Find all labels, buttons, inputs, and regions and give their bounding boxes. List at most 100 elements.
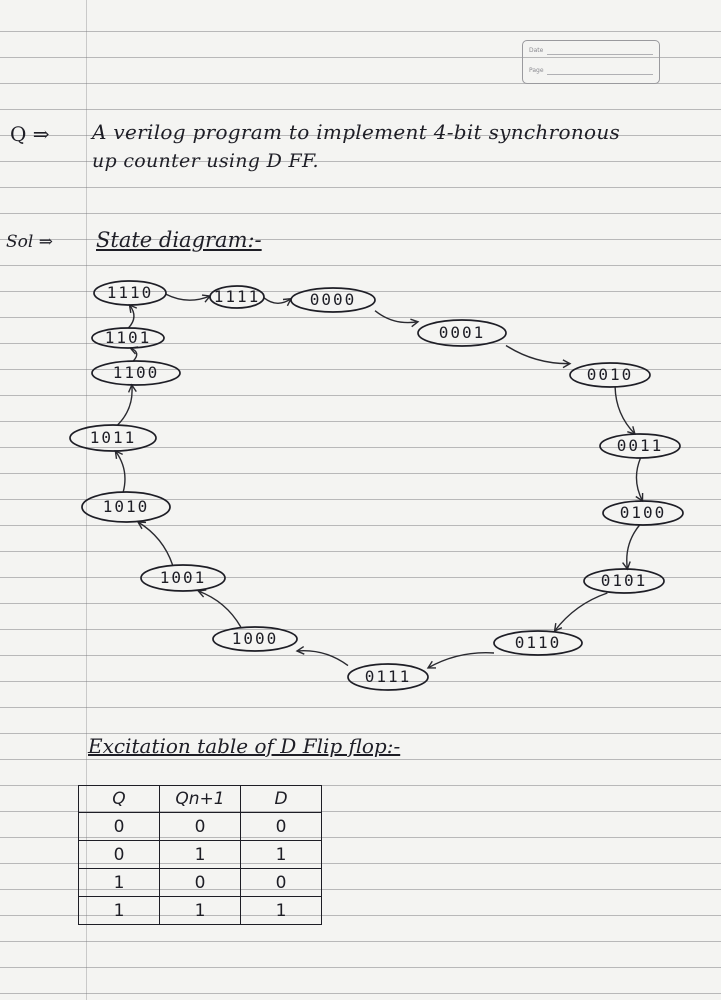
state-node-1001: 1001 (140, 564, 226, 592)
cell-d: 0 (240, 868, 322, 897)
state-node-1101: 1101 (91, 327, 165, 349)
transition-arrow (137, 521, 174, 566)
state-ellipse (91, 360, 181, 386)
state-nodes: 0000 0001 0010 0011 0100 0101 0110 0111 1000 1001… (69, 280, 684, 691)
state-label: 1001 (160, 568, 207, 587)
state-ellipse (81, 491, 171, 523)
state-label: 0100 (620, 503, 667, 522)
state-ellipse (583, 568, 665, 594)
state-label: 1111 (214, 287, 261, 306)
cell-d: 1 (240, 840, 322, 869)
cell-q: 0 (78, 840, 160, 869)
transition-arrow (165, 293, 211, 301)
cell-d: 1 (240, 896, 322, 925)
state-node-0110: 0110 (493, 630, 583, 656)
state-ellipse (569, 362, 651, 388)
state-label: 1100 (113, 363, 160, 382)
state-node-1100: 1100 (91, 360, 181, 386)
page-label: Page (529, 67, 544, 74)
state-node-0001: 0001 (417, 319, 507, 347)
state-node-1110: 1110 (93, 280, 167, 306)
state-ellipse (493, 630, 583, 656)
transition-arrow (374, 310, 419, 324)
transition-arrow (114, 450, 126, 493)
state-node-1111: 1111 (209, 285, 265, 309)
cell-q: 1 (78, 868, 160, 897)
state-label: 0001 (439, 323, 486, 342)
header-q: Q (78, 785, 160, 813)
state-label: 1000 (232, 629, 279, 648)
excitation-table: Q Qn+1 D 0 0 0 0 1 1 1 0 0 1 1 (78, 785, 322, 925)
cell-q: 1 (78, 896, 160, 925)
state-node-0101: 0101 (583, 568, 665, 594)
transition-arrow (554, 592, 608, 632)
transition-arrow (614, 386, 636, 435)
cell-qn1: 1 (159, 840, 241, 869)
state-node-0100: 0100 (602, 500, 684, 526)
transition-arrow (635, 457, 644, 502)
state-node-0010: 0010 (569, 362, 651, 388)
state-ellipse (599, 433, 681, 459)
state-ellipse (602, 500, 684, 526)
cell-qn1: 0 (159, 868, 241, 897)
state-label: 0110 (515, 633, 562, 652)
state-label: 1101 (105, 328, 152, 347)
question-marker: Q ⇒ (10, 122, 50, 146)
cell-qn1: 0 (159, 812, 241, 841)
table-header-row: Q Qn+1 D (78, 785, 322, 813)
state-ellipse (140, 564, 226, 592)
state-label: 0111 (365, 667, 412, 686)
state-label: 0011 (617, 436, 664, 455)
state-node-1010: 1010 (81, 491, 171, 523)
state-node-1000: 1000 (212, 626, 298, 652)
state-ellipse (69, 424, 157, 452)
arrowhead (295, 646, 305, 655)
state-node-1011: 1011 (69, 424, 157, 452)
transition-arrow (198, 590, 242, 628)
state-label: 0010 (587, 365, 634, 384)
state-label: 1011 (90, 428, 137, 447)
table-row: 0 1 1 (78, 840, 322, 869)
excitation-heading: Excitation table of D Flip flop:- (88, 734, 401, 758)
transition-arrow (296, 650, 349, 667)
table-row: 1 0 0 (78, 868, 322, 897)
state-ellipse (93, 280, 167, 306)
state-node-0000: 0000 (290, 287, 376, 313)
transition-arrows (114, 293, 644, 669)
state-label: 1110 (107, 283, 154, 302)
state-diagram-heading: State diagram:- (96, 228, 262, 252)
arrowhead (136, 521, 147, 530)
cell-d: 0 (240, 812, 322, 841)
solution-marker: Sol ⇒ (6, 232, 53, 252)
state-ellipse (290, 287, 376, 313)
state-ellipse (91, 327, 165, 349)
state-ellipse (417, 319, 507, 347)
header-d: D (240, 785, 322, 813)
question-line-1: A verilog program to implement 4-bit syn… (92, 120, 621, 144)
state-ellipse (347, 663, 429, 691)
header-qn1: Qn+1 (159, 785, 241, 813)
state-node-0111: 0111 (347, 663, 429, 691)
state-node-0011: 0011 (599, 433, 681, 459)
transition-arrow (505, 344, 571, 365)
transition-arrow (263, 297, 292, 304)
table-row: 0 0 0 (78, 812, 322, 841)
state-label: 0000 (310, 290, 357, 309)
state-label: 0101 (601, 571, 648, 590)
cell-q: 0 (78, 812, 160, 841)
state-label: 1010 (103, 497, 150, 516)
state-ellipse (209, 285, 265, 309)
transition-arrow (127, 304, 135, 329)
table-row: 1 1 1 (78, 896, 322, 925)
arrowhead (562, 359, 572, 369)
date-page-box: Date Page (522, 40, 660, 84)
cell-qn1: 1 (159, 896, 241, 925)
state-ellipse (212, 626, 298, 652)
arrowhead (426, 660, 436, 669)
transition-arrow (626, 524, 641, 570)
transition-arrow (117, 384, 133, 426)
date-label: Date (529, 47, 544, 54)
arrowhead (410, 318, 420, 328)
